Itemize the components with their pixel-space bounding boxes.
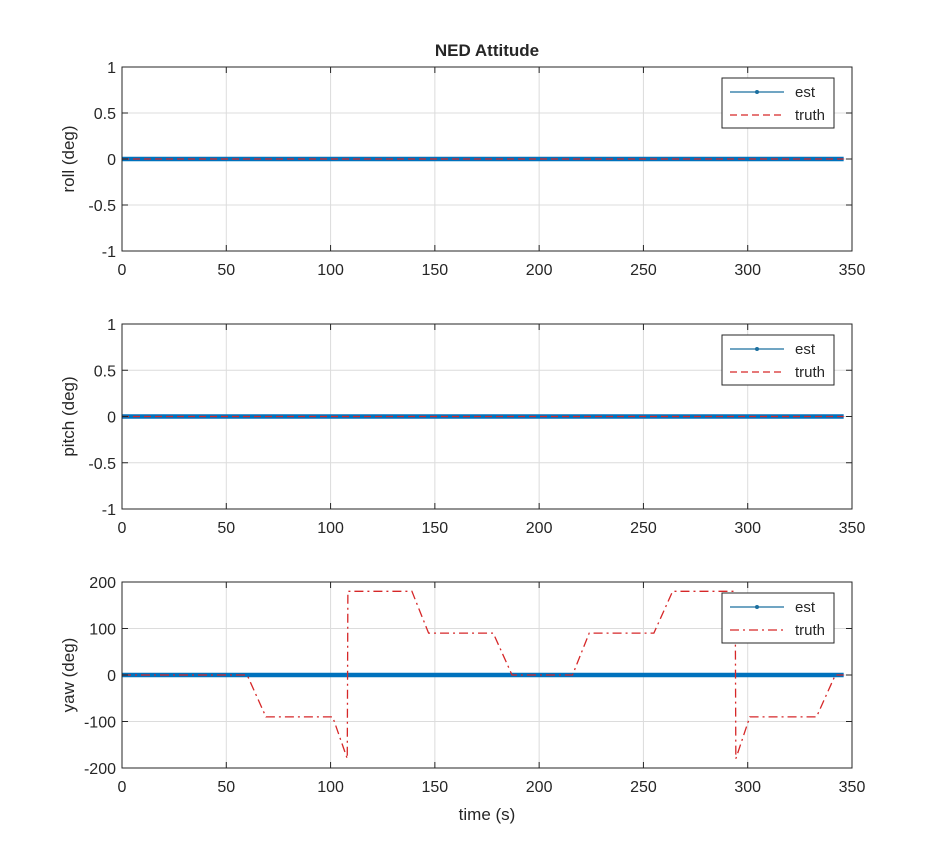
x-tick-label: 0 [118, 779, 127, 796]
x-tick-label: 200 [526, 779, 553, 796]
y-tick-label: -1 [102, 244, 116, 261]
x-tick-label: 200 [526, 520, 553, 537]
x-tick-label: 200 [526, 262, 553, 279]
legend-marker-est [755, 605, 759, 609]
x-tick-label: 100 [317, 520, 344, 537]
y-tick-label: 200 [89, 575, 116, 592]
x-tick-label: 100 [317, 262, 344, 279]
x-tick-label: 300 [734, 262, 761, 279]
y-tick-label: 1 [107, 60, 116, 77]
y-axis-label: roll (deg) [59, 125, 78, 192]
x-tick-label: 250 [630, 779, 657, 796]
legend-label-est: est [795, 341, 816, 358]
subplot-2: 0 50 100 150 200 250 300 350 -1 -0.5 0 0.5 1 pitch (d… [59, 317, 865, 537]
legend: est truth [721, 334, 835, 386]
legend-box [721, 592, 835, 644]
y-tick-label: 0 [107, 668, 116, 685]
y-tick-label: -0.5 [88, 456, 116, 473]
x-tick-label: 0 [118, 520, 127, 537]
legend-marker-est [755, 347, 759, 351]
figure-title: NED Attitude [435, 41, 539, 60]
y-tick-label: 1 [107, 317, 116, 334]
y-tick-label: -200 [84, 761, 116, 778]
x-tick-label: 150 [422, 779, 449, 796]
x-axis-label: time (s) [459, 805, 516, 824]
legend-label-truth: truth [795, 107, 825, 124]
x-tick-label: 300 [734, 779, 761, 796]
x-tick-label: 350 [839, 520, 866, 537]
x-tick-label: 250 [630, 262, 657, 279]
x-tick-label: 50 [217, 520, 235, 537]
x-tick-label: 350 [839, 262, 866, 279]
y-tick-label: -0.5 [88, 198, 116, 215]
y-tick-label: 0.5 [94, 106, 116, 123]
x-tick-label: 0 [118, 262, 127, 279]
legend-marker-est [755, 90, 759, 94]
x-tick-label: 150 [422, 520, 449, 537]
y-axis-label: yaw (deg) [59, 638, 78, 713]
subplot-1: 0 50 100 150 200 250 300 350 -1 -0.5 0 0.5 1 roll (de… [59, 60, 865, 279]
y-tick-label: -1 [102, 502, 116, 519]
y-axis-label: pitch (deg) [59, 376, 78, 456]
y-tick-label: 0 [107, 152, 116, 169]
x-tick-label: 50 [217, 262, 235, 279]
legend: est truth [721, 592, 835, 644]
legend-box [721, 334, 835, 386]
x-tick-label: 100 [317, 779, 344, 796]
series-group [122, 590, 844, 759]
x-tick-label: 50 [217, 779, 235, 796]
legend-label-est: est [795, 84, 816, 101]
y-tick-label: 100 [89, 622, 116, 639]
y-tick-label: 0 [107, 410, 116, 427]
x-tick-label: 250 [630, 520, 657, 537]
x-tick-label: 300 [734, 520, 761, 537]
legend-label-est: est [795, 599, 816, 616]
y-tick-label: -100 [84, 715, 116, 732]
legend: est truth [721, 77, 835, 129]
subplot-3: 0 50 100 150 200 250 300 350 -200 -100 0 100 200 yaw … [59, 575, 865, 824]
y-tick-label: 0.5 [94, 363, 116, 380]
x-tick-label: 150 [422, 262, 449, 279]
legend-label-truth: truth [795, 622, 825, 639]
legend-label-truth: truth [795, 364, 825, 381]
legend-box [721, 77, 835, 129]
x-tick-label: 350 [839, 779, 866, 796]
